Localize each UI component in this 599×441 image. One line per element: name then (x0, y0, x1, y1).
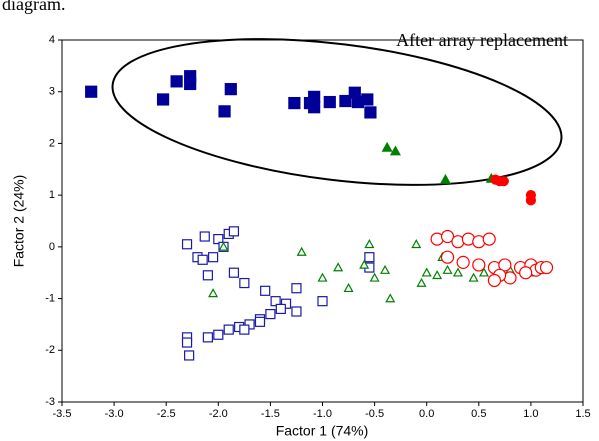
y-tick-label: 1 (49, 189, 55, 201)
square-point (197, 254, 208, 265)
square-point (85, 85, 98, 98)
circle-point (498, 258, 512, 272)
y-tick-label: -3 (45, 396, 55, 408)
triangle-point (218, 241, 229, 251)
circle-point (525, 195, 537, 206)
y-tick-label: 4 (49, 34, 55, 46)
x-tick-label: -3.5 (53, 408, 72, 420)
square-point (254, 316, 266, 327)
triangle-point (416, 277, 427, 287)
triangle-point (389, 145, 401, 156)
square-point (317, 296, 328, 307)
circle-point (519, 266, 533, 280)
y-axis-title: Factor 2 (24%) (11, 175, 27, 268)
triangle-point (343, 282, 354, 293)
square-point (239, 277, 250, 289)
x-tick-label: 0.5 (471, 408, 486, 420)
triangle-point (364, 239, 375, 249)
triangle-point (369, 272, 380, 282)
square-point (308, 101, 321, 114)
square-point (223, 324, 234, 335)
square-point (323, 95, 336, 109)
triangle-point (442, 264, 453, 274)
square-point (270, 296, 281, 307)
x-tick-label: -1.0 (313, 408, 332, 420)
triangle-point (411, 239, 422, 249)
x-tick-label: -2.0 (209, 408, 228, 420)
square-point (202, 332, 213, 343)
x-tick-label: -2.5 (157, 408, 176, 420)
square-point (184, 350, 195, 361)
triangle-point (432, 270, 443, 280)
square-point (260, 285, 271, 296)
circle-point (487, 273, 502, 288)
square-point (170, 75, 183, 88)
plot-frame (61, 39, 584, 403)
y-tick-label: 3 (49, 86, 55, 98)
y-tick-label: 0 (49, 241, 55, 253)
triangle-point (359, 259, 370, 269)
circle-point (440, 250, 455, 264)
square-point (213, 234, 224, 245)
square-point (184, 77, 197, 91)
circle-point (539, 260, 554, 275)
circle-point (498, 176, 509, 187)
x-tick-label: -3.0 (105, 408, 124, 420)
square-point (361, 93, 374, 106)
square-point (181, 337, 193, 348)
square-point (218, 105, 231, 118)
circle-point (456, 255, 470, 269)
triangle-point (381, 141, 393, 152)
x-tick-label: 1.5 (575, 408, 590, 420)
triangle-point (333, 262, 344, 272)
group-ellipse (111, 38, 563, 186)
square-point (244, 319, 255, 330)
square-point (308, 90, 321, 103)
y-tick-label: -2 (45, 344, 55, 356)
square-point (364, 252, 375, 263)
square-point (199, 231, 210, 242)
triangle-point (296, 246, 307, 256)
circle-point (482, 232, 496, 246)
square-point (228, 267, 240, 278)
square-point (224, 83, 237, 96)
x-axis-title: Factor 1 (74%) (276, 423, 369, 439)
square-point (364, 106, 377, 119)
triangle-point (478, 267, 490, 277)
circle-point (440, 229, 455, 244)
square-point (280, 298, 292, 309)
y-tick-label: -1 (45, 292, 55, 304)
triangle-point (208, 288, 219, 298)
x-tick-label: 0.0 (419, 408, 434, 420)
triangle-point (421, 267, 432, 277)
caption: diagram. (2, 0, 65, 14)
y-tick-label: 2 (49, 137, 55, 149)
square-point (339, 94, 352, 108)
circle-point (472, 258, 486, 272)
annotation: After array replacement (396, 30, 568, 50)
square-point (239, 324, 250, 335)
square-point (288, 96, 301, 110)
triangle-point (317, 272, 328, 282)
x-tick-label: -1.5 (261, 408, 280, 420)
square-point (202, 270, 213, 281)
square-point (207, 252, 219, 263)
square-point (291, 306, 302, 317)
square-point (228, 226, 240, 237)
square-point (156, 93, 170, 106)
square-point (265, 308, 276, 320)
square-point (291, 283, 302, 294)
triangle-point (380, 264, 391, 274)
square-point (275, 303, 286, 315)
x-tick-label: 1.0 (523, 408, 538, 420)
square-point (181, 239, 193, 250)
x-tick-label: -0.5 (365, 408, 384, 420)
triangle-point (385, 293, 396, 303)
triangle-point (468, 272, 479, 282)
triangle-point (452, 267, 463, 277)
triangle-point (439, 173, 451, 184)
square-point (213, 329, 224, 340)
